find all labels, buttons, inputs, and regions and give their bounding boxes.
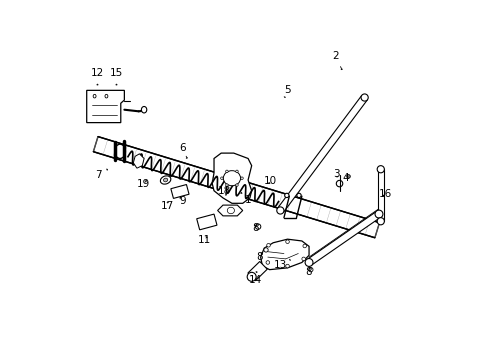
Polygon shape bbox=[277, 95, 367, 213]
Ellipse shape bbox=[360, 94, 367, 101]
Polygon shape bbox=[377, 169, 383, 221]
Ellipse shape bbox=[220, 177, 223, 180]
Ellipse shape bbox=[336, 180, 342, 187]
Text: 15: 15 bbox=[110, 68, 123, 85]
Text: 5: 5 bbox=[284, 85, 290, 98]
Ellipse shape bbox=[163, 178, 167, 182]
Polygon shape bbox=[212, 153, 251, 203]
Bar bbox=[196, 214, 217, 230]
Text: 19: 19 bbox=[137, 179, 150, 189]
Ellipse shape bbox=[264, 248, 267, 252]
Text: 12: 12 bbox=[91, 68, 104, 85]
Ellipse shape bbox=[266, 243, 270, 247]
Ellipse shape bbox=[376, 166, 384, 173]
Text: 17: 17 bbox=[161, 201, 174, 211]
Ellipse shape bbox=[376, 218, 384, 225]
Ellipse shape bbox=[105, 94, 108, 98]
Ellipse shape bbox=[255, 224, 260, 229]
Polygon shape bbox=[86, 90, 124, 123]
Text: 1: 1 bbox=[240, 193, 251, 205]
Ellipse shape bbox=[240, 177, 243, 180]
Polygon shape bbox=[93, 136, 379, 238]
Text: 13: 13 bbox=[273, 259, 290, 270]
Text: 6: 6 bbox=[179, 143, 187, 158]
Ellipse shape bbox=[285, 240, 289, 243]
Ellipse shape bbox=[223, 171, 240, 186]
Ellipse shape bbox=[284, 193, 288, 198]
Text: 14: 14 bbox=[248, 272, 262, 285]
Ellipse shape bbox=[160, 176, 170, 184]
Ellipse shape bbox=[235, 170, 238, 173]
Ellipse shape bbox=[235, 184, 238, 186]
Polygon shape bbox=[306, 211, 380, 265]
Ellipse shape bbox=[225, 184, 228, 186]
Text: 11: 11 bbox=[197, 235, 210, 245]
Text: 8: 8 bbox=[256, 252, 263, 262]
Ellipse shape bbox=[308, 267, 312, 272]
Ellipse shape bbox=[141, 107, 146, 113]
Ellipse shape bbox=[346, 175, 349, 178]
Ellipse shape bbox=[303, 244, 306, 248]
Polygon shape bbox=[217, 205, 242, 216]
Ellipse shape bbox=[265, 261, 269, 264]
Ellipse shape bbox=[227, 207, 234, 214]
Text: 9: 9 bbox=[179, 196, 186, 206]
Text: 16: 16 bbox=[378, 189, 391, 199]
Ellipse shape bbox=[305, 258, 312, 266]
Text: 18: 18 bbox=[218, 186, 231, 197]
Polygon shape bbox=[247, 261, 267, 281]
Ellipse shape bbox=[225, 170, 228, 173]
Ellipse shape bbox=[374, 210, 382, 218]
Text: 3: 3 bbox=[333, 168, 339, 179]
Text: 7: 7 bbox=[95, 169, 107, 180]
Text: 4: 4 bbox=[342, 173, 348, 183]
Ellipse shape bbox=[276, 207, 284, 214]
Ellipse shape bbox=[93, 94, 96, 98]
Ellipse shape bbox=[296, 193, 301, 198]
Text: 8: 8 bbox=[305, 267, 312, 277]
Ellipse shape bbox=[247, 273, 256, 281]
Polygon shape bbox=[260, 239, 308, 270]
Text: 8: 8 bbox=[251, 224, 258, 233]
Bar bbox=[170, 185, 189, 198]
Ellipse shape bbox=[301, 257, 305, 261]
Polygon shape bbox=[133, 154, 144, 168]
Ellipse shape bbox=[285, 264, 289, 268]
Text: 2: 2 bbox=[332, 51, 342, 70]
Text: 10: 10 bbox=[264, 176, 277, 186]
